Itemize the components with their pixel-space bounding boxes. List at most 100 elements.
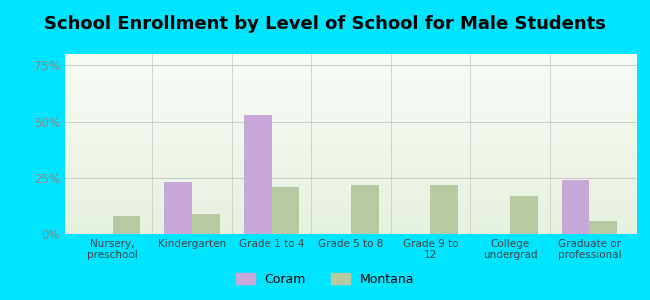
Bar (65, 184, 637, 185)
Bar (65, 194, 637, 196)
Bar (65, 178, 637, 180)
Bar (65, 203, 637, 205)
Bar (65, 189, 637, 191)
Bar (65, 130, 637, 131)
Bar (65, 191, 637, 193)
Bar (65, 65, 637, 67)
Bar (65, 133, 637, 135)
Bar (65, 193, 637, 194)
Bar (65, 166, 637, 167)
Bar (65, 171, 637, 173)
Bar (65, 214, 637, 216)
Bar (65, 121, 637, 122)
Bar (65, 218, 637, 220)
Bar (65, 140, 637, 142)
Bar (65, 209, 637, 211)
Bar (590, 220, 617, 234)
Bar (65, 95, 637, 97)
Bar (192, 214, 220, 234)
Bar (65, 227, 637, 229)
Bar (65, 61, 637, 63)
Bar (65, 162, 637, 164)
Bar (65, 90, 637, 92)
Bar (65, 122, 637, 124)
Bar (65, 139, 637, 140)
Bar (510, 196, 538, 234)
Bar (65, 153, 637, 155)
Bar (65, 108, 637, 110)
Bar (65, 119, 637, 121)
Bar (65, 106, 637, 108)
Bar (65, 232, 637, 234)
Bar (65, 88, 637, 90)
Bar (65, 202, 637, 203)
Bar (65, 225, 637, 227)
Bar (65, 81, 637, 83)
Bar (65, 196, 637, 198)
Bar (65, 72, 637, 74)
Bar (112, 216, 140, 234)
Bar (65, 99, 637, 101)
Bar (65, 221, 637, 223)
Bar (65, 54, 637, 56)
Bar (65, 97, 637, 99)
Bar (65, 175, 637, 176)
Bar (65, 160, 637, 162)
Bar (65, 229, 637, 230)
Bar (65, 83, 637, 85)
Bar (65, 142, 637, 144)
Bar (244, 115, 272, 234)
Bar (65, 128, 637, 130)
Bar (65, 223, 637, 225)
Bar (65, 131, 637, 133)
Bar (65, 167, 637, 169)
Bar (65, 151, 637, 153)
Bar (65, 68, 637, 70)
Bar (65, 176, 637, 178)
Bar (65, 58, 637, 59)
Bar (65, 112, 637, 113)
Bar (65, 146, 637, 148)
Bar (65, 85, 637, 86)
Bar (65, 182, 637, 184)
Bar (65, 94, 637, 95)
Bar (65, 207, 637, 209)
Bar (65, 117, 637, 119)
Bar (65, 198, 637, 200)
Bar (65, 59, 637, 61)
Bar (164, 182, 192, 234)
Bar (65, 211, 637, 212)
Bar (65, 67, 637, 68)
Bar (65, 124, 637, 126)
Bar (65, 158, 637, 160)
Bar (65, 164, 637, 166)
Bar (65, 70, 637, 72)
Bar (65, 180, 637, 182)
Bar (65, 216, 637, 218)
Bar (65, 185, 637, 187)
Bar (65, 76, 637, 77)
Bar (65, 79, 637, 81)
Bar (65, 205, 637, 207)
Bar (65, 135, 637, 137)
Bar (65, 101, 637, 103)
Bar (65, 212, 637, 214)
Bar (65, 74, 637, 76)
Bar (65, 187, 637, 189)
Bar (65, 77, 637, 79)
Bar (351, 184, 379, 234)
Bar (65, 63, 637, 65)
Bar (65, 126, 637, 128)
Bar (65, 115, 637, 117)
Bar (65, 144, 637, 146)
Bar (65, 103, 637, 104)
Bar (65, 200, 637, 202)
Bar (65, 104, 637, 106)
Bar (65, 157, 637, 158)
Bar (65, 113, 637, 115)
Legend: Coram, Montana: Coram, Montana (231, 268, 419, 291)
Bar (272, 187, 300, 234)
Bar (65, 137, 637, 139)
Text: School Enrollment by Level of School for Male Students: School Enrollment by Level of School for… (44, 15, 606, 33)
Bar (562, 180, 590, 234)
